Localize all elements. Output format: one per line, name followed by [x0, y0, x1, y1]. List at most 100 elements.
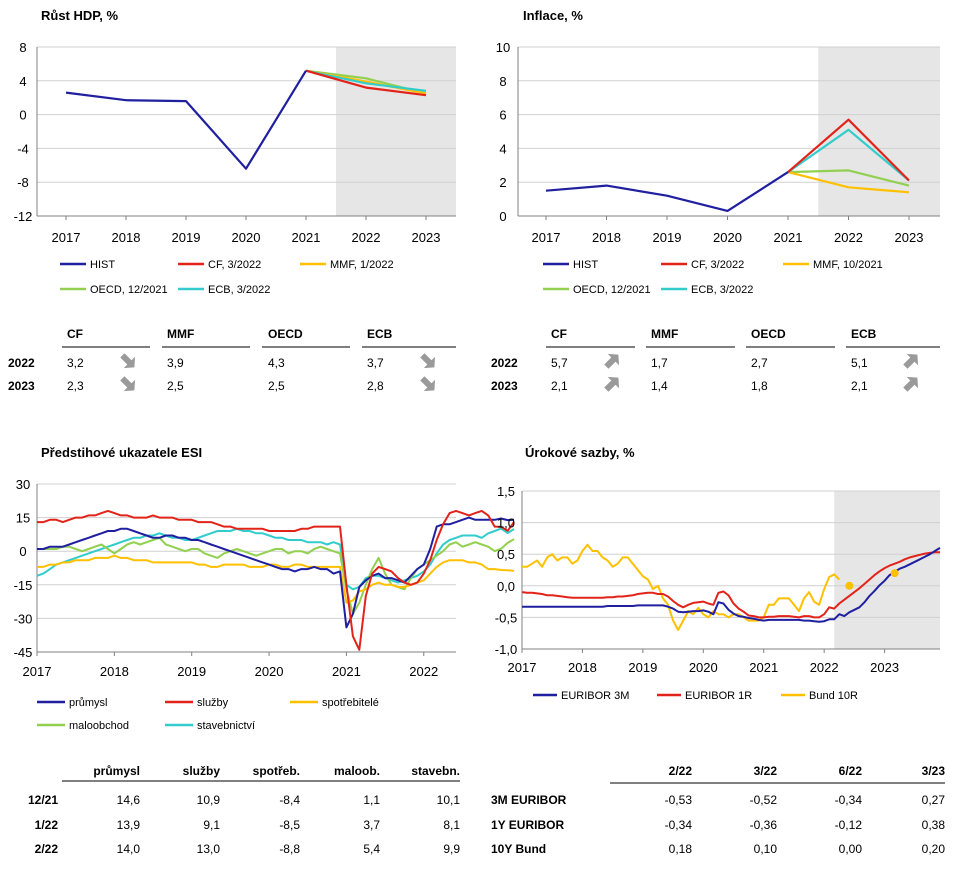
table-cell: 2,5 [167, 379, 184, 393]
table-cell: 5,7 [551, 356, 568, 370]
table-cell: 5,1 [851, 356, 868, 370]
x-tick-label: 2023 [870, 660, 899, 675]
table-cell: -0,52 [750, 793, 778, 807]
x-tick-label: 2020 [255, 664, 284, 679]
arrow-up-icon [604, 353, 620, 369]
table-cell: 3,2 [67, 356, 84, 370]
table-cell: 8,1 [443, 818, 460, 832]
legend-label: průmysl [69, 697, 108, 709]
table-cell: 0,38 [922, 818, 946, 832]
table-row-label: 2023 [491, 379, 518, 393]
table-header: ECB [851, 327, 877, 341]
arrow-shape [903, 376, 919, 392]
table-cell: 3,9 [167, 356, 184, 370]
y-tick-label: 0,5 [497, 547, 515, 562]
x-tick-label: 2017 [508, 660, 537, 675]
x-tick-label: 2018 [112, 230, 141, 245]
x-tick-label: 2017 [52, 230, 81, 245]
table-cell: 1,4 [651, 379, 668, 393]
legend-label: OECD, 12/2021 [90, 284, 168, 296]
y-tick-label: -4 [17, 141, 29, 156]
legend-label: ECB, 3/2022 [691, 284, 753, 296]
y-tick-label: -45 [14, 645, 33, 660]
forecast-point [890, 569, 899, 578]
y-tick-label: 0 [499, 209, 506, 224]
chart-title: Inflace, % [523, 8, 583, 23]
legend-label: MMF, 1/2022 [330, 259, 394, 271]
table-row-label: 10Y Bund [491, 842, 546, 856]
table-row-label: 2022 [491, 356, 518, 370]
table-cell: 1,8 [751, 379, 768, 393]
table-header: CF [67, 327, 83, 341]
arrow-down-icon [120, 353, 136, 369]
series-line-hist [545, 171, 789, 212]
table-row-label: 2/22 [35, 842, 59, 856]
table-row-label: 2022 [8, 356, 35, 370]
table-header: MMF [651, 327, 678, 341]
arrow-shape [120, 376, 136, 392]
legend-label: spotřebitelé [322, 697, 379, 709]
table-cell: 5,4 [363, 842, 380, 856]
table-row-label: 1/22 [35, 818, 59, 832]
legend-label: maloobchod [69, 720, 129, 732]
chart-title: Předstihové ukazatele ESI [41, 445, 202, 460]
x-tick-label: 2018 [100, 664, 129, 679]
table-header: MMF [167, 327, 194, 341]
x-tick-label: 2023 [895, 230, 924, 245]
x-tick-label: 2021 [292, 230, 321, 245]
table-cell: 2,5 [268, 379, 285, 393]
y-tick-label: 0 [19, 108, 26, 123]
table-cell: 3,7 [363, 818, 380, 832]
arrow-shape [420, 353, 436, 369]
table-header: CF [551, 327, 567, 341]
legend-label: stavebnictví [197, 720, 255, 732]
legend-label: MMF, 10/2021 [813, 259, 883, 271]
series-line-služby [37, 509, 515, 651]
arrow-up-icon [903, 376, 919, 392]
arrow-up-icon [903, 353, 919, 369]
arrow-shape [604, 353, 620, 369]
table-cell: 4,3 [268, 356, 285, 370]
x-tick-label: 2021 [774, 230, 803, 245]
x-tick-label: 2020 [713, 230, 742, 245]
table-cell: 0,27 [922, 793, 946, 807]
series-line-euribor-1r [521, 551, 940, 619]
table-cell: 9,1 [203, 818, 220, 832]
arrow-shape [420, 376, 436, 392]
x-tick-label: 2017 [23, 664, 52, 679]
legend-label: Bund 10R [809, 690, 858, 702]
table-cell: 14,0 [117, 842, 141, 856]
table-header: průmysl [93, 764, 140, 778]
y-tick-label: -15 [14, 578, 33, 593]
x-tick-label: 2022 [409, 664, 438, 679]
y-tick-label: 8 [499, 74, 506, 89]
table-row-label: 12/21 [28, 793, 58, 807]
table-header: 6/22 [839, 764, 863, 778]
table-cell: 0,18 [669, 842, 693, 856]
y-tick-label: 0,0 [497, 579, 515, 594]
series-line-stavebnictví [36, 527, 515, 591]
legend-label: CF, 3/2022 [208, 259, 261, 271]
table-row-label: 1Y EURIBOR [491, 818, 564, 832]
arrow-shape [903, 353, 919, 369]
table-cell: 1,7 [651, 356, 668, 370]
y-tick-label: 4 [499, 141, 506, 156]
chart-title: Růst HDP, % [41, 8, 118, 23]
table-cell: 14,6 [117, 793, 141, 807]
table-header: služby [183, 764, 221, 778]
x-tick-label: 2020 [232, 230, 261, 245]
series-line-hist [65, 70, 307, 170]
table-cell: 2,8 [367, 379, 384, 393]
arrow-down-icon [120, 376, 136, 392]
forecast-point [845, 581, 854, 590]
legend-label: OECD, 12/2021 [573, 284, 651, 296]
table-cell: 9,9 [443, 842, 460, 856]
y-tick-label: 15 [16, 511, 30, 526]
series-line-ecb [305, 69, 427, 92]
table-row-label: 2023 [8, 379, 35, 393]
y-tick-label: 1,0 [497, 516, 515, 531]
x-tick-label: 2023 [412, 230, 441, 245]
table-cell: -0,36 [750, 818, 778, 832]
series-line-mmf [787, 171, 910, 194]
series-line-cf [787, 118, 910, 182]
